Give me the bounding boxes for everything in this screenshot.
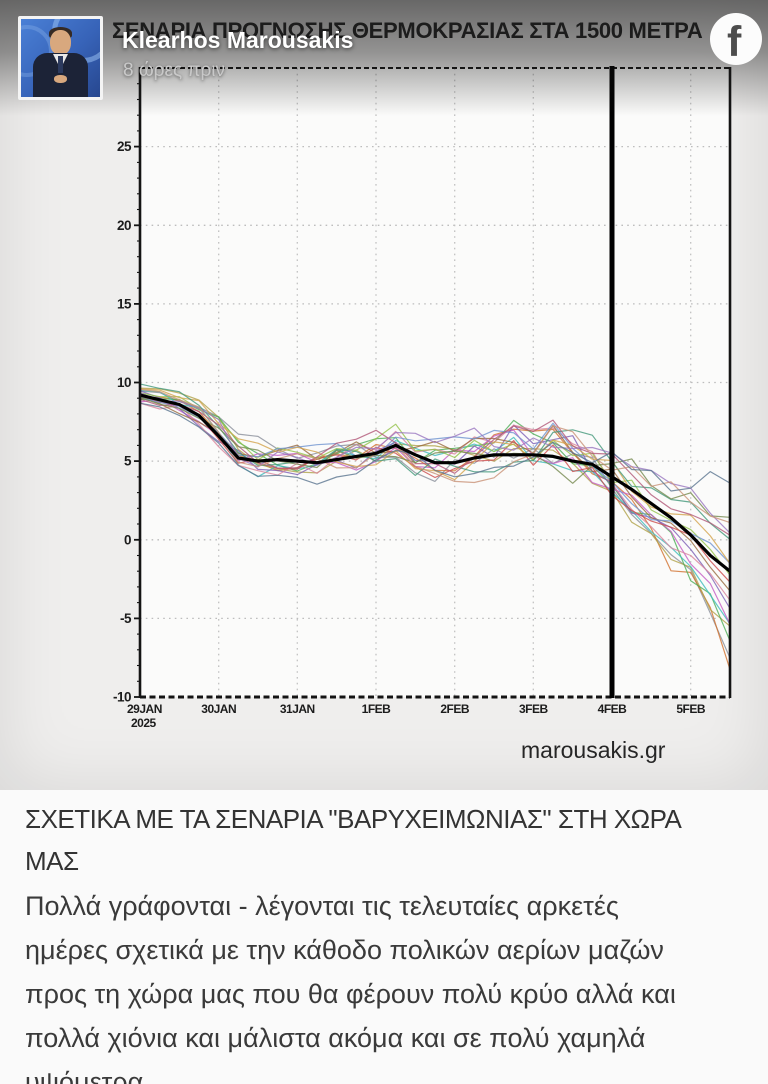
ensemble-member-line: [139, 396, 731, 518]
ensemble-member-line: [139, 395, 731, 592]
post-timestamp: 8 ώρες πριν: [123, 60, 226, 81]
y-tick-label: 0: [124, 532, 131, 547]
y-tick-label: 20: [117, 218, 131, 233]
ensemble-member-line: [139, 398, 731, 625]
facebook-icon[interactable]: f: [710, 13, 762, 65]
post-body-line: πολλά χιόνια και μάλιστα ακόμα και σε πο…: [25, 1023, 646, 1053]
x-tick-label: 1FEB: [362, 702, 392, 716]
post-heading: ΣΧΕΤΙΚΑ ΜΕ ΤΑ ΣΕΝΑΡΙΑ "ΒΑΡΥΧΕΙΜΩΝΙΑΣ" ΣΤ…: [25, 798, 754, 882]
x-tick-label: 5FEB: [676, 702, 706, 716]
ensemble-mean-line: [139, 393, 731, 573]
avatar-hands: [54, 75, 67, 83]
post-body-line: υψόμετρα.: [25, 1067, 151, 1084]
x-tick-label: 2FEB: [440, 702, 470, 716]
ensemble-member-line: [139, 383, 731, 540]
post-body: Πολλά γράφονται - λέγονται τις τελευταίε…: [25, 884, 754, 1084]
x-tick-label: 3FEB: [519, 702, 549, 716]
x-tick-sublabel: 2025: [131, 716, 157, 730]
y-tick-label: 25: [117, 139, 132, 154]
x-tick-label: 29JAN: [127, 702, 162, 716]
ensemble-member-line: [139, 396, 731, 564]
author-name[interactable]: Klearhos Marousakis: [122, 27, 354, 53]
facebook-f-glyph: f: [727, 18, 742, 65]
y-tick-label: 10: [117, 375, 131, 390]
post-heading-line: ΣΧΕΤΙΚΑ ΜΕ ΤΑ ΣΕΝΑΡΙΑ "ΒΑΡΥΧΕΙΜΩΝΙΑΣ" ΣΤ…: [25, 804, 682, 834]
avatar-head: [50, 30, 71, 55]
y-tick-label: -10: [113, 690, 131, 705]
ensemble-member-line: [139, 394, 731, 583]
ensemble-member-line: [139, 387, 731, 627]
ensemble-member-line: [139, 402, 731, 492]
ensemble-member-line: [139, 388, 731, 524]
plot-area: [140, 68, 730, 697]
post-heading-line: ΜΑΣ: [25, 846, 79, 876]
avatar-tie: [58, 56, 63, 73]
post-body-line: ημέρες σχετικά με την κάθοδο πολικών αερ…: [25, 935, 664, 965]
y-tick-label: 15: [117, 296, 132, 311]
post-image: ΣΕΝΑΡΙΑ ΠΡΟΓΝΩΣΗΣ ΘΕΡΜΟΚΡΑΣΙΑΣ ΣΤΑ 1500 …: [0, 0, 768, 763]
ensemble-member-line: [139, 390, 731, 659]
y-tick-label: -5: [120, 611, 132, 626]
x-tick-label: 30JAN: [201, 702, 236, 716]
post-body-line: προς τη χώρα μας που θα φέρουν πολύ κρύο…: [25, 979, 676, 1009]
y-tick-label: 5: [124, 454, 132, 469]
post-text: ΣΧΕΤΙΚΑ ΜΕ ΤΑ ΣΕΝΑΡΙΑ "ΒΑΡΥΧΕΙΜΩΝΙΑΣ" ΣΤ…: [0, 790, 768, 1084]
post-body-line: Πολλά γράφονται - λέγονται τις τελευταίε…: [25, 891, 619, 921]
x-tick-label: 31JAN: [280, 702, 315, 716]
chart-watermark: marousakis.gr: [521, 737, 666, 763]
ensemble-member-line: [139, 392, 731, 576]
x-tick-label: 4FEB: [598, 702, 628, 716]
avatar[interactable]: [18, 16, 103, 100]
